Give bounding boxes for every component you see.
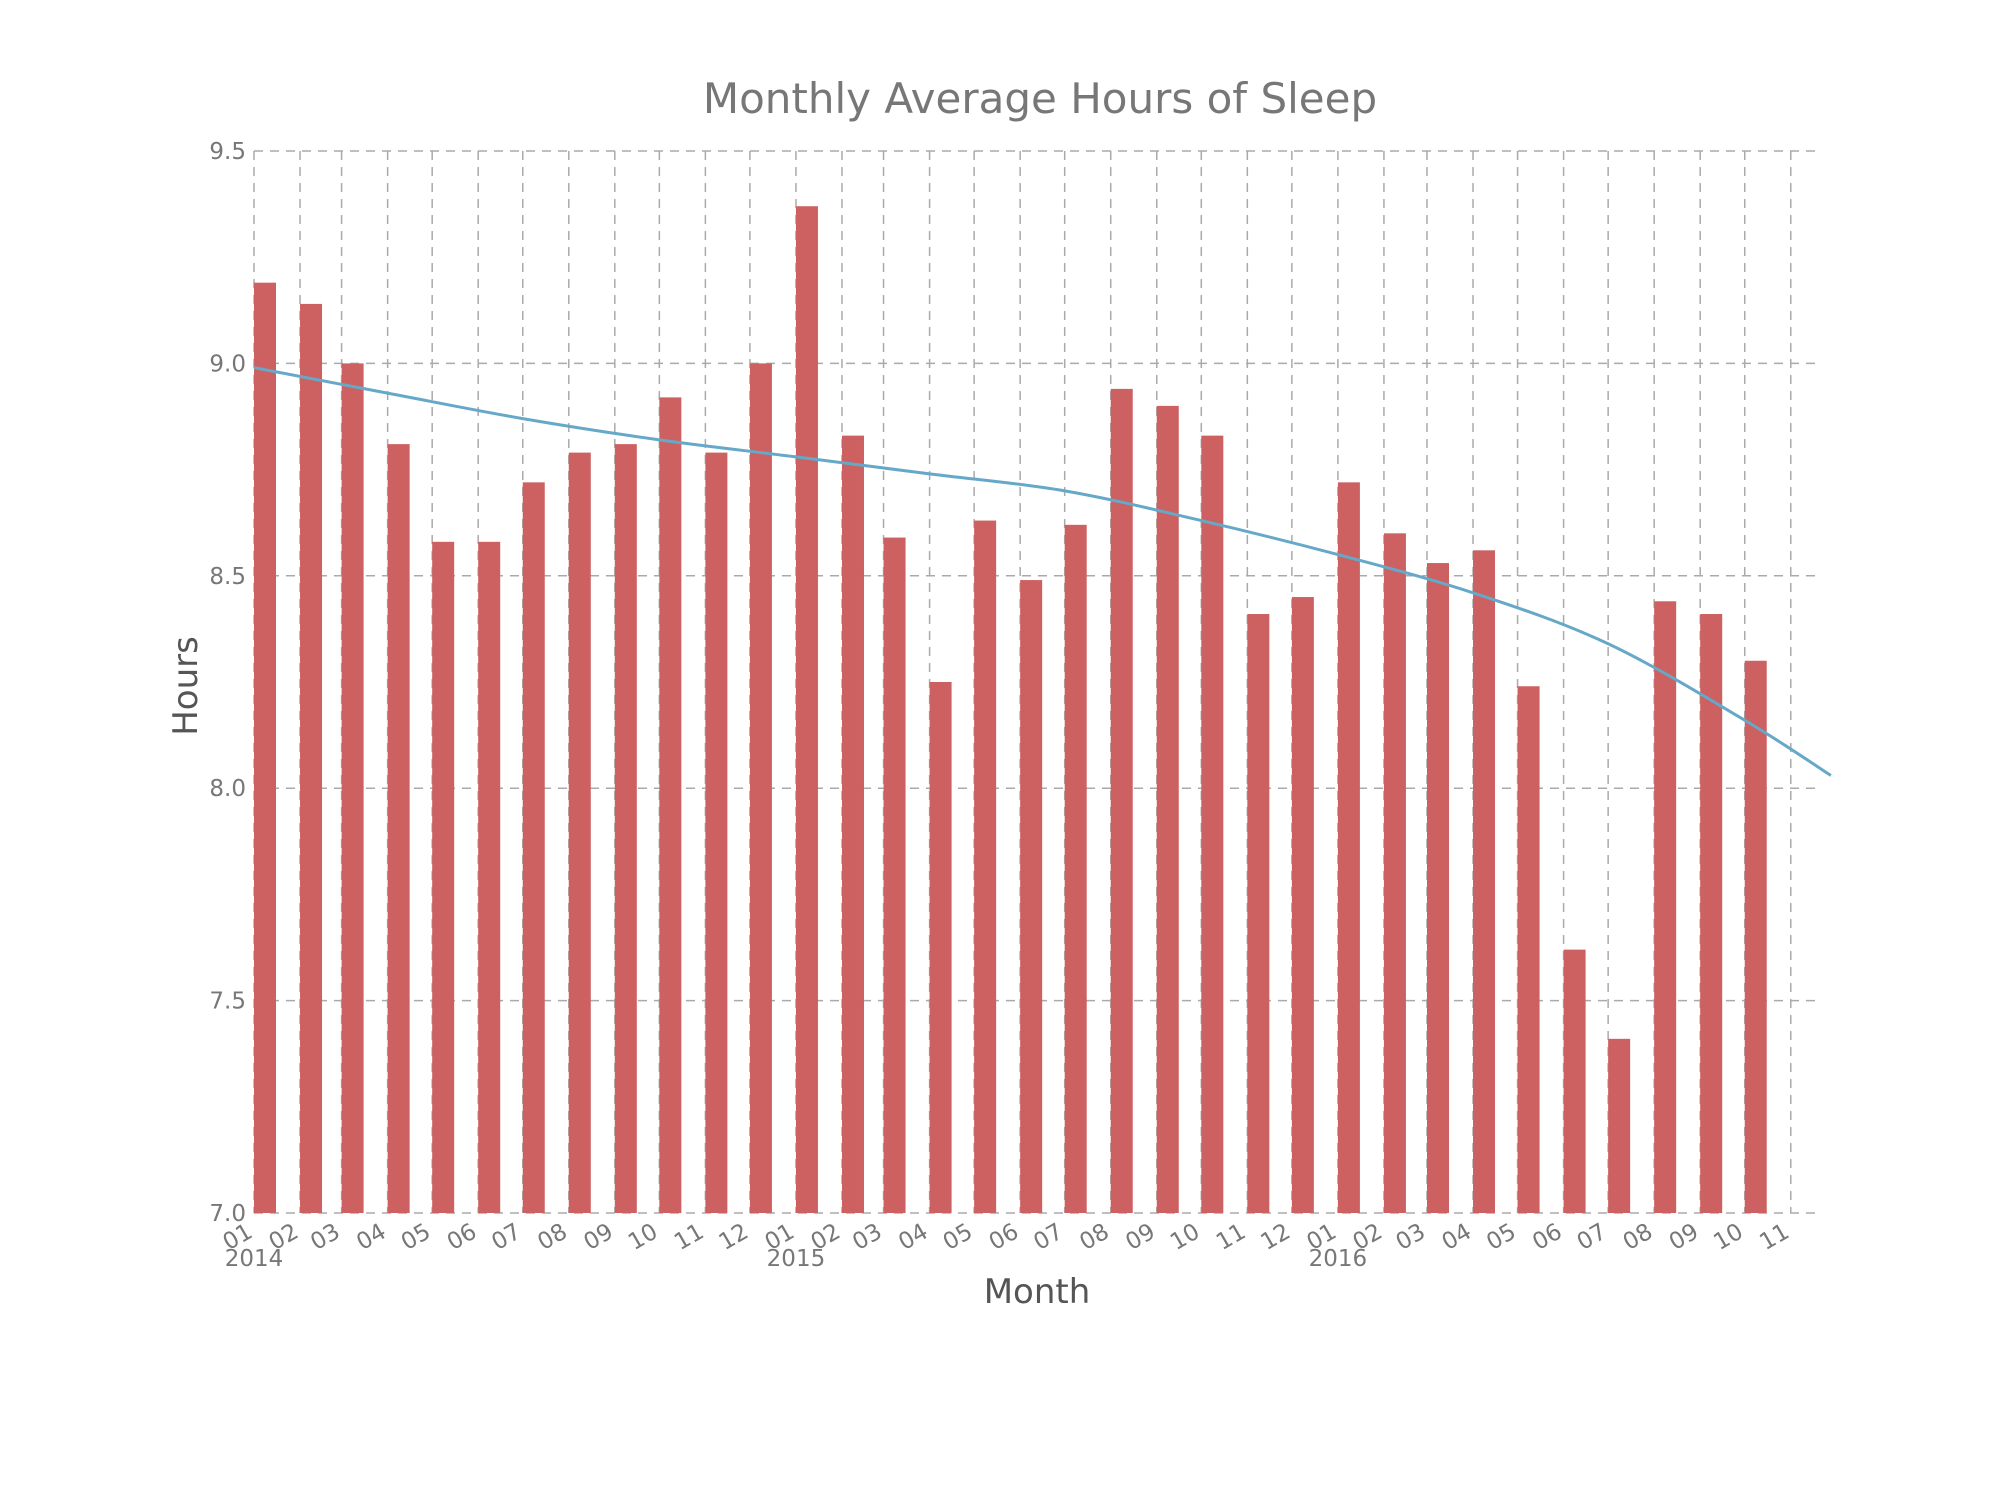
bar-2016-09 [1700,614,1723,1213]
bar-2016-07 [1608,1038,1631,1213]
x-tick-label: 03 [306,1219,344,1256]
x-tick-label: 07 [487,1219,525,1256]
bar-2015-12 [1291,597,1314,1213]
bar-2014-10 [659,397,682,1213]
chart-title: Monthly Average Hours of Sleep [703,74,1377,123]
bar-2016-05 [1517,686,1540,1213]
x-axis-label: Month [984,1272,1091,1312]
x-tick-label: 12 [715,1219,753,1256]
bar-2014-12 [749,363,772,1213]
bar-2015-04 [929,682,952,1213]
bar-2014-04 [387,444,410,1213]
bar-2014-11 [705,452,728,1213]
y-tick-label: 8.5 [209,564,246,590]
x-tick-label: 11 [670,1219,708,1256]
x-tick-label: 05 [397,1219,435,1256]
bar-2016-06 [1563,949,1586,1213]
x-tick-label: 06 [443,1219,481,1256]
bar-2016-02 [1383,533,1406,1213]
bar-2015-03 [883,537,906,1213]
x-tick-label: 09 [579,1219,617,1256]
x-tick-label: 06 [985,1219,1023,1256]
x-tick-label: 11 [1755,1219,1793,1256]
bar-2015-10 [1201,435,1224,1214]
bar-2015-01 [795,206,818,1213]
x-tick-label: 03 [848,1219,886,1256]
bar-2015-11 [1247,614,1270,1213]
x-tick-label: 07 [1573,1219,1611,1256]
x-tick-label: 03 [1392,1219,1430,1256]
bar-2014-09 [614,444,637,1213]
x-tick-label: 04 [1438,1219,1476,1256]
x-tick-label: 05 [939,1219,977,1256]
y-tick-label: 9.5 [209,139,246,165]
bar-2015-09 [1156,405,1179,1213]
bar-2015-06 [1020,580,1043,1213]
x-tick-label: 04 [894,1219,932,1256]
x-tick-label: 10 [1166,1219,1204,1256]
bar-2014-01 [254,282,276,1213]
x-tick-label: 08 [533,1219,571,1256]
y-tick-label: 9.0 [209,351,246,377]
bar-2016-04 [1473,550,1496,1213]
bar-2015-08 [1110,388,1133,1213]
x-tick-label: 09 [1665,1219,1703,1256]
bar-2014-03 [341,363,364,1213]
bar-2014-06 [478,541,501,1213]
year-label: 2016 [1309,1246,1368,1272]
trend-line-group [253,366,1832,777]
bar-2014-05 [432,541,455,1213]
x-tick-label: 08 [1619,1219,1657,1256]
y-tick-label: 7.5 [209,989,246,1015]
y-tick-label: 8.0 [209,776,246,802]
bar-2015-07 [1064,524,1087,1213]
x-tick-label: 06 [1528,1219,1566,1256]
x-tick-label: 04 [352,1219,390,1256]
bars [254,206,1767,1214]
year-label: 2014 [225,1246,284,1272]
bar-2015-05 [974,520,997,1213]
x-tick-label: 09 [1121,1219,1159,1256]
y-tick-label: 7.0 [209,1201,246,1227]
x-tick-label: 07 [1029,1219,1067,1256]
bar-2016-01 [1337,482,1360,1213]
year-labels: 2014 2015 2016 [225,1246,1367,1272]
trend-line [253,366,1832,777]
x-tick-label: 10 [1709,1219,1747,1256]
x-tick-label: 10 [624,1219,662,1256]
bar-2014-02 [300,303,323,1214]
y-axis-ticks: 7.0 7.5 8.0 8.5 9.0 9.5 [209,139,246,1227]
bar-2016-03 [1426,563,1449,1213]
x-tick-label: 08 [1075,1219,1113,1256]
year-label: 2015 [767,1246,826,1272]
bar-2016-08 [1654,601,1677,1213]
y-axis-label: Hours [166,636,206,736]
bar-2014-07 [522,482,545,1213]
bar-2014-08 [568,452,591,1213]
bar-2016-10 [1744,660,1767,1213]
x-tick-label: 11 [1212,1219,1250,1256]
x-axis-ticks: 01 02 03 04 05 06 07 08 09 10 11 12 01 02 03 04 05 06 07 08… [219,1219,1794,1256]
x-tick-label: 05 [1482,1219,1520,1256]
x-tick-label: 12 [1257,1219,1295,1256]
bar-2015-02 [841,435,864,1214]
